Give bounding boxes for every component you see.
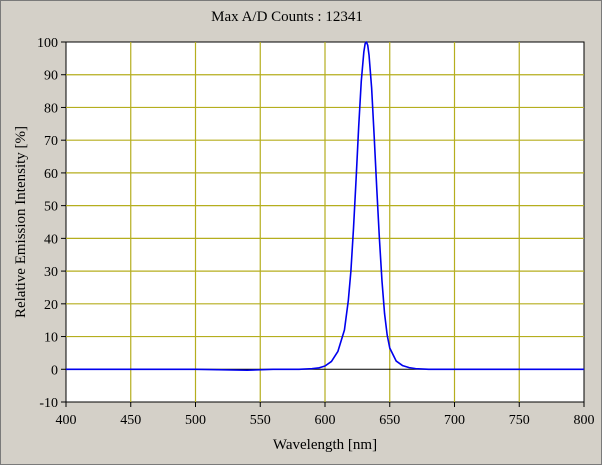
y-tick-label: 10 (44, 331, 58, 346)
y-tick-label: 30 (44, 265, 58, 280)
emission-series-line (66, 41, 584, 372)
chart-title: Max A/D Counts : 12341 (211, 9, 363, 25)
x-tick-label: 700 (444, 413, 465, 428)
grid-lines (61, 41, 585, 407)
x-tick-label: 500 (185, 413, 206, 428)
x-tick-label: 400 (56, 413, 77, 428)
series-layer (66, 41, 584, 372)
y-tick-label: 80 (44, 101, 58, 116)
y-tick-label: 70 (44, 134, 58, 149)
x-tick-label: 650 (379, 413, 400, 428)
y-axis-title: Relative Emission Intensity [%] (13, 126, 29, 318)
y-tick-label: -10 (39, 396, 58, 411)
x-axis-title: Wavelength [nm] (273, 437, 377, 453)
y-tick-label: 60 (44, 167, 58, 182)
x-tick-label: 550 (250, 413, 271, 428)
y-tick-label: 20 (44, 298, 58, 313)
y-tick-label: 0 (51, 363, 58, 378)
y-tick-label: 50 (44, 200, 58, 215)
y-tick-label: 40 (44, 232, 58, 247)
x-tick-label: 750 (509, 413, 530, 428)
x-tick-label: 800 (574, 413, 595, 428)
x-tick-label: 600 (315, 413, 336, 428)
x-tick-label: 450 (120, 413, 141, 428)
tick-labels: 400 450 500 550 600 650 700 750 800 -10 0 10 20 30 40 5… (37, 36, 595, 428)
y-tick-label: 90 (44, 69, 58, 84)
y-tick-label: 100 (37, 36, 58, 51)
